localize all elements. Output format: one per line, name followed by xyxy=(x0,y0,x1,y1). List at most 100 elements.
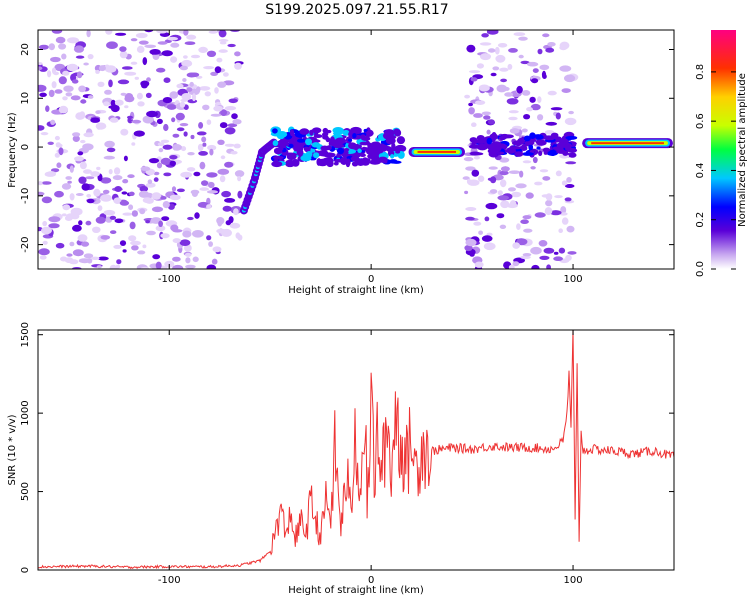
band-blob xyxy=(351,161,359,167)
noise-blob xyxy=(565,161,577,165)
noise-blob xyxy=(69,241,75,247)
noise-blob xyxy=(487,30,499,34)
noise-blob xyxy=(172,133,180,138)
noise-blob xyxy=(95,69,100,74)
noise-blob xyxy=(227,123,238,128)
band-blob xyxy=(370,141,382,149)
band-blob xyxy=(348,142,357,150)
noise-blob xyxy=(38,66,43,71)
noise-blob xyxy=(221,190,232,198)
noise-blob xyxy=(230,150,238,155)
noise-blob xyxy=(142,244,147,249)
x-tick-label: 0 xyxy=(368,274,374,285)
band-blob xyxy=(542,147,551,153)
noise-blob xyxy=(187,152,195,156)
noise-blob xyxy=(521,90,531,96)
noise-blob xyxy=(208,241,214,247)
band-blob xyxy=(391,142,396,151)
noise-blob xyxy=(113,244,122,249)
noise-blob xyxy=(490,72,497,77)
noise-blob xyxy=(499,224,507,229)
noise-blob xyxy=(550,107,563,111)
noise-blob xyxy=(77,151,84,156)
noise-blob xyxy=(155,225,166,232)
noise-blob xyxy=(202,142,207,147)
colorbar-tick-label: 0.4 xyxy=(695,162,706,178)
noise-blob xyxy=(481,235,493,242)
noise-blob xyxy=(516,223,521,231)
noise-blob xyxy=(144,44,157,48)
noise-blob xyxy=(87,95,94,99)
noise-blob xyxy=(466,44,476,53)
noise-blob xyxy=(564,117,577,126)
noise-blob xyxy=(47,70,52,78)
noise-blob xyxy=(559,45,568,51)
noise-blob xyxy=(465,207,477,211)
noise-blob xyxy=(83,253,94,259)
noise-blob xyxy=(155,261,162,269)
band-blob xyxy=(276,132,285,140)
noise-blob xyxy=(70,95,81,101)
noise-blob xyxy=(51,81,57,89)
noise-blob xyxy=(227,43,236,48)
noise-blob xyxy=(182,78,187,82)
noise-blob xyxy=(160,139,170,143)
noise-blob xyxy=(199,187,209,191)
band-blob xyxy=(300,154,312,162)
band-blob xyxy=(325,137,331,143)
noise-blob xyxy=(122,249,127,253)
noise-blob xyxy=(184,244,192,252)
noise-blob xyxy=(86,198,95,204)
band-blob xyxy=(359,153,366,157)
noise-blob xyxy=(141,83,148,89)
noise-blob xyxy=(65,176,72,180)
noise-blob xyxy=(224,127,236,135)
band-blob xyxy=(536,146,541,150)
noise-blob xyxy=(518,54,524,59)
noise-blob xyxy=(488,166,498,170)
noise-blob xyxy=(529,96,536,103)
noise-blob xyxy=(204,91,211,97)
x-tick-label: 100 xyxy=(564,274,583,285)
noise-blob xyxy=(131,119,142,124)
noise-blob xyxy=(568,110,574,115)
noise-blob xyxy=(172,229,183,233)
noise-blob xyxy=(197,143,204,152)
colorbar-tick-label: 0.8 xyxy=(695,64,706,80)
noise-blob xyxy=(550,210,562,216)
noise-blob xyxy=(214,87,219,94)
noise-blob xyxy=(508,187,516,192)
noise-blob xyxy=(163,77,171,83)
noise-blob xyxy=(72,249,84,257)
noise-blob xyxy=(151,206,164,213)
noise-blob xyxy=(478,84,490,92)
noise-blob xyxy=(490,176,497,184)
band-blob xyxy=(486,137,493,145)
noise-blob xyxy=(138,40,149,45)
noise-blob xyxy=(202,104,210,111)
noise-blob xyxy=(114,218,124,224)
noise-blob xyxy=(130,240,141,246)
noise-blob xyxy=(558,228,563,233)
band-blob xyxy=(352,132,357,139)
noise-blob xyxy=(119,200,130,206)
noise-blob xyxy=(228,216,234,224)
noise-blob xyxy=(100,194,112,202)
noise-blob xyxy=(207,144,217,151)
noise-blob xyxy=(78,220,83,226)
noise-blob xyxy=(76,71,83,79)
noise-blob xyxy=(494,46,500,55)
noise-blob xyxy=(522,253,532,257)
noise-blob xyxy=(497,190,503,196)
band-blob xyxy=(286,153,297,161)
noise-blob xyxy=(86,30,91,38)
noise-blob xyxy=(542,74,547,79)
noise-blob xyxy=(131,142,136,146)
noise-blob xyxy=(39,44,49,50)
band-blob xyxy=(563,142,573,149)
noise-blob xyxy=(539,255,550,260)
noise-blob xyxy=(51,67,57,75)
noise-blob xyxy=(561,217,569,225)
band-blob xyxy=(502,134,514,139)
